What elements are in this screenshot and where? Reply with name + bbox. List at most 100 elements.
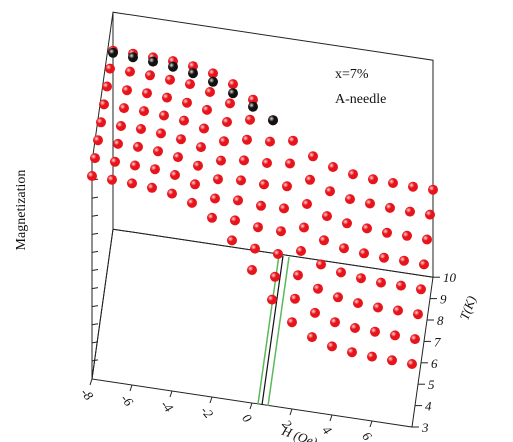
data-point	[248, 94, 258, 105]
data-point	[102, 81, 112, 92]
data-point	[133, 141, 143, 152]
x-tick-label: -4	[158, 397, 177, 415]
sphere-highlight	[119, 103, 129, 114]
sphere-highlight	[187, 197, 197, 208]
data-point	[242, 134, 252, 145]
sphere-highlight	[247, 265, 257, 275]
sphere-highlight	[370, 326, 380, 337]
sphere-highlight	[188, 61, 198, 72]
sphere-highlight	[156, 128, 166, 139]
sphere-highlight	[190, 179, 200, 190]
sphere-highlight	[136, 124, 146, 134]
data-point	[107, 174, 117, 185]
data-point	[188, 68, 198, 79]
data-point	[382, 227, 392, 238]
sphere-highlight	[148, 56, 158, 67]
sphere-highlight	[236, 175, 246, 186]
sphere-highlight	[396, 280, 406, 291]
sphere-highlight	[387, 355, 397, 366]
data-point	[316, 259, 326, 270]
data-point	[128, 52, 138, 63]
data-point	[87, 171, 97, 181]
sphere-highlight	[388, 178, 398, 188]
data-point	[290, 293, 300, 304]
data-point	[373, 302, 383, 313]
x-tick	[249, 402, 253, 410]
data-point	[407, 359, 417, 369]
y-tick-label: 3	[421, 420, 429, 435]
data-point	[282, 181, 292, 192]
z-tick	[91, 359, 99, 362]
sphere-highlight	[328, 162, 338, 172]
sphere-highlight	[216, 155, 226, 166]
data-point	[399, 255, 409, 266]
sphere-highlight	[225, 98, 235, 109]
data-point	[193, 160, 203, 171]
sphere-highlight	[179, 115, 189, 126]
data-point	[145, 70, 155, 81]
z-tick	[91, 341, 99, 344]
sphere-highlight	[116, 121, 126, 131]
sphere-highlight	[422, 234, 432, 245]
sphere-highlight	[268, 115, 278, 126]
sphere-highlight	[210, 193, 220, 204]
sphere-highlight	[205, 87, 215, 97]
sphere-highlight	[125, 66, 135, 77]
sphere-highlight	[170, 170, 180, 180]
data-point	[208, 68, 218, 79]
z-tick	[91, 287, 99, 290]
sphere-highlight	[299, 222, 309, 233]
x-axis-label: H (Oe)	[279, 423, 319, 442]
sphere-highlight	[248, 94, 258, 105]
sphere-highlight	[410, 334, 420, 345]
data-point	[182, 97, 192, 108]
axes-frame	[89, 11, 440, 428]
x-tick-label: 6	[359, 429, 375, 442]
data-point	[368, 174, 378, 185]
data-point	[150, 164, 160, 175]
sphere-highlight	[159, 110, 169, 121]
data-point	[156, 128, 166, 139]
y-tick-label: 7	[434, 334, 441, 349]
sphere-highlight	[262, 158, 272, 168]
sphere-highlight	[245, 114, 255, 125]
data-point	[227, 235, 237, 246]
data-point	[333, 292, 343, 303]
data-point	[293, 270, 303, 281]
annotation: A-needle	[335, 92, 386, 107]
sphere-highlight	[319, 235, 329, 246]
data-point	[248, 101, 258, 112]
data-point	[162, 92, 172, 103]
data-point	[210, 193, 220, 204]
sphere-highlight	[305, 174, 315, 185]
sphere-highlight	[265, 136, 275, 147]
sphere-highlight	[185, 79, 195, 90]
data-point	[196, 142, 206, 153]
data-point	[273, 249, 283, 259]
sphere-highlight	[339, 243, 349, 254]
sphere-highlight	[130, 160, 140, 171]
sphere-highlight	[122, 85, 132, 96]
data-point	[299, 222, 309, 233]
data-point	[402, 230, 412, 241]
sphere-highlight	[199, 123, 209, 134]
sphere-highlight	[165, 74, 175, 85]
sphere-highlight	[182, 97, 192, 108]
data-point	[187, 197, 197, 208]
sphere-highlight	[213, 174, 223, 185]
sphere-highlight	[313, 283, 323, 294]
data-point	[319, 235, 329, 246]
data-point	[388, 178, 398, 188]
data-point	[325, 186, 335, 197]
x-tick	[289, 408, 293, 416]
data-point	[93, 135, 103, 146]
data-point	[359, 248, 369, 259]
sphere-highlight	[128, 52, 138, 63]
data-point	[259, 179, 269, 190]
data-points	[87, 45, 438, 369]
sphere-highlight	[373, 302, 383, 313]
sphere-highlight	[142, 88, 152, 99]
data-point	[110, 156, 120, 167]
sphere-highlight	[162, 92, 172, 103]
sphere-highlight	[145, 70, 155, 81]
